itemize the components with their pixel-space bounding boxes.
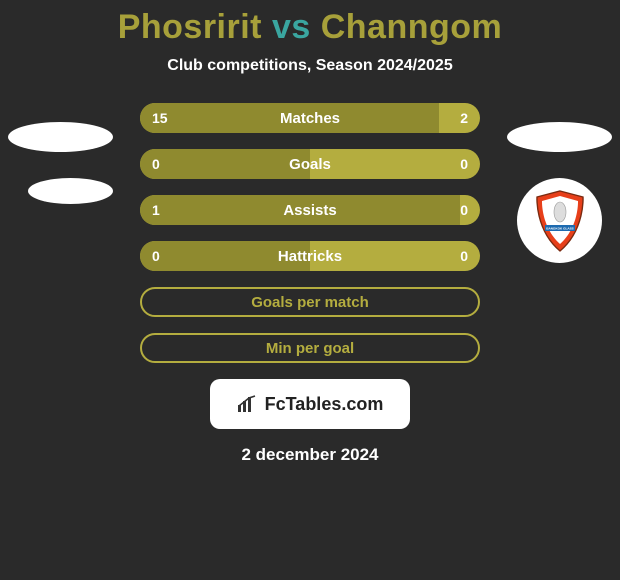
left-club-badge-1 — [8, 122, 113, 152]
title-player1: Phosririt — [118, 8, 262, 46]
date-text: 2 december 2024 — [0, 445, 620, 465]
stat-row: 152Matches — [140, 103, 480, 133]
stat-row-empty: Min per goal — [140, 333, 480, 363]
stat-left-value: 1 — [140, 195, 460, 225]
stat-row: 00Goals — [140, 149, 480, 179]
right-club-badge-1 — [507, 122, 612, 152]
title-player2: Channgom — [321, 8, 503, 46]
svg-text:BANGKOK GLASS: BANGKOK GLASS — [546, 226, 574, 230]
stat-right-value: 2 — [439, 103, 480, 133]
stat-left-value: 15 — [140, 103, 439, 133]
stat-right-value: 0 — [460, 195, 480, 225]
stat-row: 10Assists — [140, 195, 480, 225]
stat-row-empty: Goals per match — [140, 287, 480, 317]
chart-icon — [237, 395, 259, 413]
stat-right-value: 0 — [310, 241, 480, 271]
comparison-bars: 152Matches 00Goals 10Assists 00Hattricks Goa… — [140, 103, 480, 363]
stat-left-value: 0 — [140, 149, 310, 179]
right-club-badge-2: BANGKOK GLASS — [517, 178, 602, 263]
attribution-box: FcTables.com — [210, 379, 410, 429]
subtitle: Club competitions, Season 2024/2025 — [0, 57, 620, 75]
page-title: Phosririt vs Channgom — [0, 0, 620, 47]
title-vs: vs — [262, 8, 321, 46]
stat-row: 00Hattricks — [140, 241, 480, 271]
shield-icon: BANGKOK GLASS — [534, 190, 586, 252]
left-club-badge-2 — [28, 178, 113, 204]
stat-left-value: 0 — [140, 241, 310, 271]
attribution-text: FcTables.com — [265, 394, 384, 415]
stat-right-value: 0 — [310, 149, 480, 179]
